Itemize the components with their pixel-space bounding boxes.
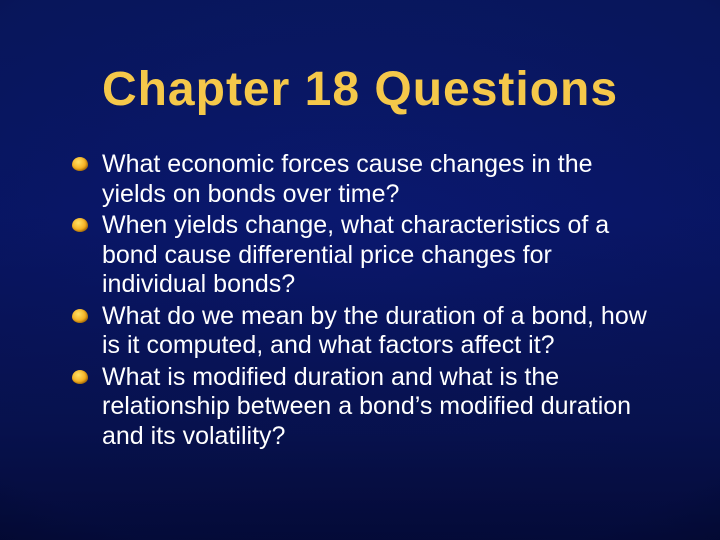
bullet-list: What economic forces cause changes in th… xyxy=(72,150,660,451)
list-item: What is modified duration and what is th… xyxy=(72,363,660,452)
slide-title: Chapter 18 Questions xyxy=(0,62,720,117)
list-item: What do we mean by the duration of a bon… xyxy=(72,302,660,361)
list-item: When yields change, what characteristics… xyxy=(72,211,660,300)
list-item: What economic forces cause changes in th… xyxy=(72,150,660,209)
slide: Chapter 18 Questions What economic force… xyxy=(0,0,720,540)
slide-body: What economic forces cause changes in th… xyxy=(72,150,660,453)
